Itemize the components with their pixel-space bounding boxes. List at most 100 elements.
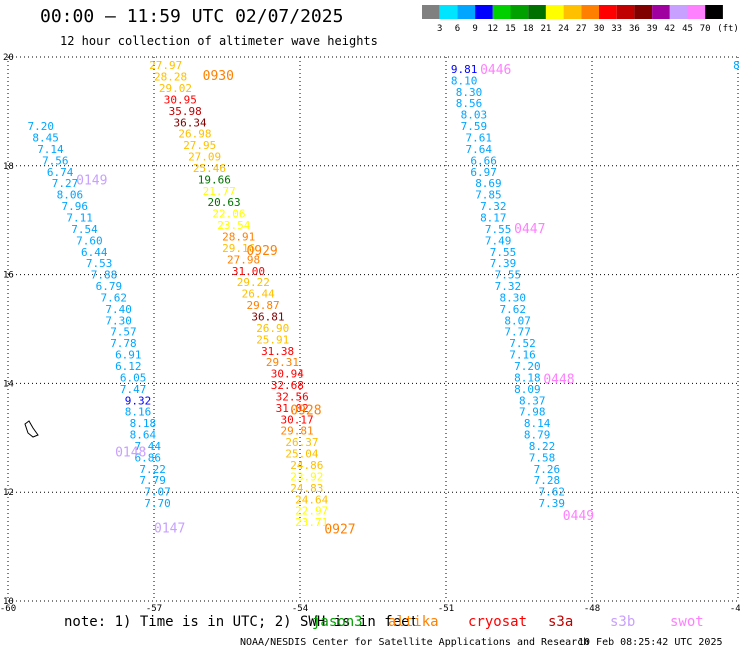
x-tick-label: -45 [730, 604, 740, 614]
wave-height-label: 8.64 [130, 429, 157, 442]
coastline-outline [24, 420, 39, 438]
wave-height-label: 8.30 [456, 86, 483, 99]
colorbar-label: 45 [682, 24, 693, 34]
colorbar-label: 15 [505, 24, 516, 34]
colorbar-label: 24 [558, 24, 569, 34]
track-time-label: 0448 [543, 373, 574, 388]
wave-height-label: 36.81 [251, 310, 284, 323]
wave-height-label: 7.40 [105, 303, 132, 316]
x-tick-label: -57 [146, 604, 162, 614]
colorbar-swatch [545, 5, 564, 19]
wave-height-label: 19.66 [198, 173, 231, 186]
wave-height-label: 21.77 [203, 185, 236, 198]
colorbar-swatch [669, 5, 688, 19]
footer-timestamp: 10 Feb 08:25:42 UTC 2025 [578, 637, 723, 648]
wave-height-label: 7.11 [66, 211, 93, 224]
wave-height-label: 30.94 [271, 368, 304, 381]
wave-height-label: 27.95 [183, 139, 216, 152]
wave-height-label: 8.10 [451, 74, 478, 87]
wave-height-label: 8.18 [514, 371, 541, 384]
wave-height-label: 7.49 [485, 234, 512, 247]
wave-height-label: 26.37 [285, 436, 318, 449]
colorbar-swatch [581, 5, 599, 19]
colorbar-swatch [652, 5, 670, 19]
wave-height-label: 8 [733, 59, 740, 72]
chart-marks: 27.9728.2829.0230.9535.9836.3426.9827.95… [27, 59, 739, 537]
colorbar-swatch [599, 5, 617, 19]
wave-height-label: 29.31 [266, 356, 299, 369]
satellite-legend-item: s3b [610, 614, 635, 630]
colorbar-label: 39 [647, 24, 658, 34]
wave-height-label: 35.98 [169, 105, 202, 118]
track-time-label: 0449 [563, 509, 594, 524]
wave-height-label: 8.22 [529, 440, 556, 453]
track-time-label: 0929 [246, 244, 277, 259]
wave-height-label: 31.00 [232, 265, 265, 278]
colorbar-swatch [563, 5, 582, 19]
y-tick-label: 18 [3, 162, 14, 172]
colorbar-swatch [634, 5, 653, 19]
wave-height-label: 7.62 [100, 291, 127, 304]
wave-height-label: 8.56 [456, 97, 483, 110]
page-title: 00:00 – 11:59 UTC 02/07/2025 [40, 6, 344, 27]
wave-height-label: 7.57 [110, 326, 137, 339]
wave-height-label: 7.98 [519, 406, 546, 419]
wave-height-label: 32.56 [276, 390, 309, 403]
wave-height-label: 7.55 [490, 246, 517, 259]
wave-height-label: 25.91 [256, 333, 289, 346]
wave-height-label: 9.32 [125, 394, 152, 407]
wave-height-label: 8.07 [504, 314, 531, 327]
wave-height-label: 29.81 [281, 425, 314, 438]
satellite-legend-item: s3a [548, 614, 573, 630]
wave-height-label: 7.16 [509, 349, 536, 362]
wave-height-label: 26.44 [242, 288, 275, 301]
satellite-legend-item: swot [670, 614, 704, 630]
y-tick-label: 10 [3, 597, 14, 607]
track-time-label: 0149 [76, 173, 107, 188]
track-time-label: 0148 [115, 445, 146, 460]
wave-height-label: 7.55 [495, 269, 521, 282]
colorbar-swatch [492, 5, 511, 19]
colorbar-label: 3 [437, 24, 442, 34]
wave-height-label: 7.52 [509, 337, 536, 350]
wave-height-label: 20.63 [208, 196, 241, 209]
wave-height-label: 6.91 [115, 349, 142, 362]
wave-height-label: 7.14 [37, 143, 64, 156]
wave-height-label: 30.17 [281, 413, 314, 426]
wave-height-label: 6.44 [81, 246, 108, 259]
colorbar-label: 9 [472, 24, 477, 34]
wave-height-label: 8.37 [519, 394, 546, 407]
wave-height-label: 9.81 [451, 63, 478, 76]
y-tick-label: 12 [3, 488, 14, 498]
wave-height-label: 8.30 [500, 291, 527, 304]
wave-height-label: 7.27 [52, 177, 79, 190]
satellite-legend-item: jason3 [312, 614, 363, 630]
colorbar-swatch [510, 5, 529, 19]
wave-height-label: 29.02 [159, 82, 192, 95]
footer-note: note: 1) Time is in UTC; 2) SWH is in fe… [64, 614, 418, 630]
y-tick-label: 20 [3, 53, 14, 63]
colorbar-swatch [687, 5, 706, 19]
footer-credit: NOAA/NESDIS Center for Satellite Applica… [240, 637, 589, 648]
wave-height-label: 8.45 [32, 132, 59, 145]
colorbar-swatch [422, 5, 440, 19]
page-subtitle: 12 hour collection of altimeter wave hei… [60, 34, 378, 48]
chart-grid [7, 56, 739, 602]
wave-height-label: 7.56 [42, 154, 69, 167]
wave-height-label: 31.02 [276, 402, 309, 415]
wave-height-label: 6.86 [135, 451, 162, 464]
wave-height-label: 7.53 [86, 257, 113, 270]
wave-height-label: 6.74 [47, 166, 74, 179]
wave-height-label: 7.26 [534, 463, 561, 476]
colorbar-label: 33 [611, 24, 622, 34]
wave-height-label: 7.70 [144, 497, 171, 510]
colorbar-swatch [705, 5, 723, 19]
satellite-legend-item: altika [388, 614, 439, 630]
wave-height-label: 27.98 [227, 253, 260, 266]
track-time-label: 0928 [290, 404, 321, 419]
wave-height-label: 29.22 [237, 276, 270, 289]
wave-height-label: 25.04 [285, 448, 318, 461]
wave-height-label: 7.44 [135, 440, 162, 453]
wave-height-label: 6.97 [470, 166, 497, 179]
wave-height-label: 7.85 [475, 189, 502, 202]
